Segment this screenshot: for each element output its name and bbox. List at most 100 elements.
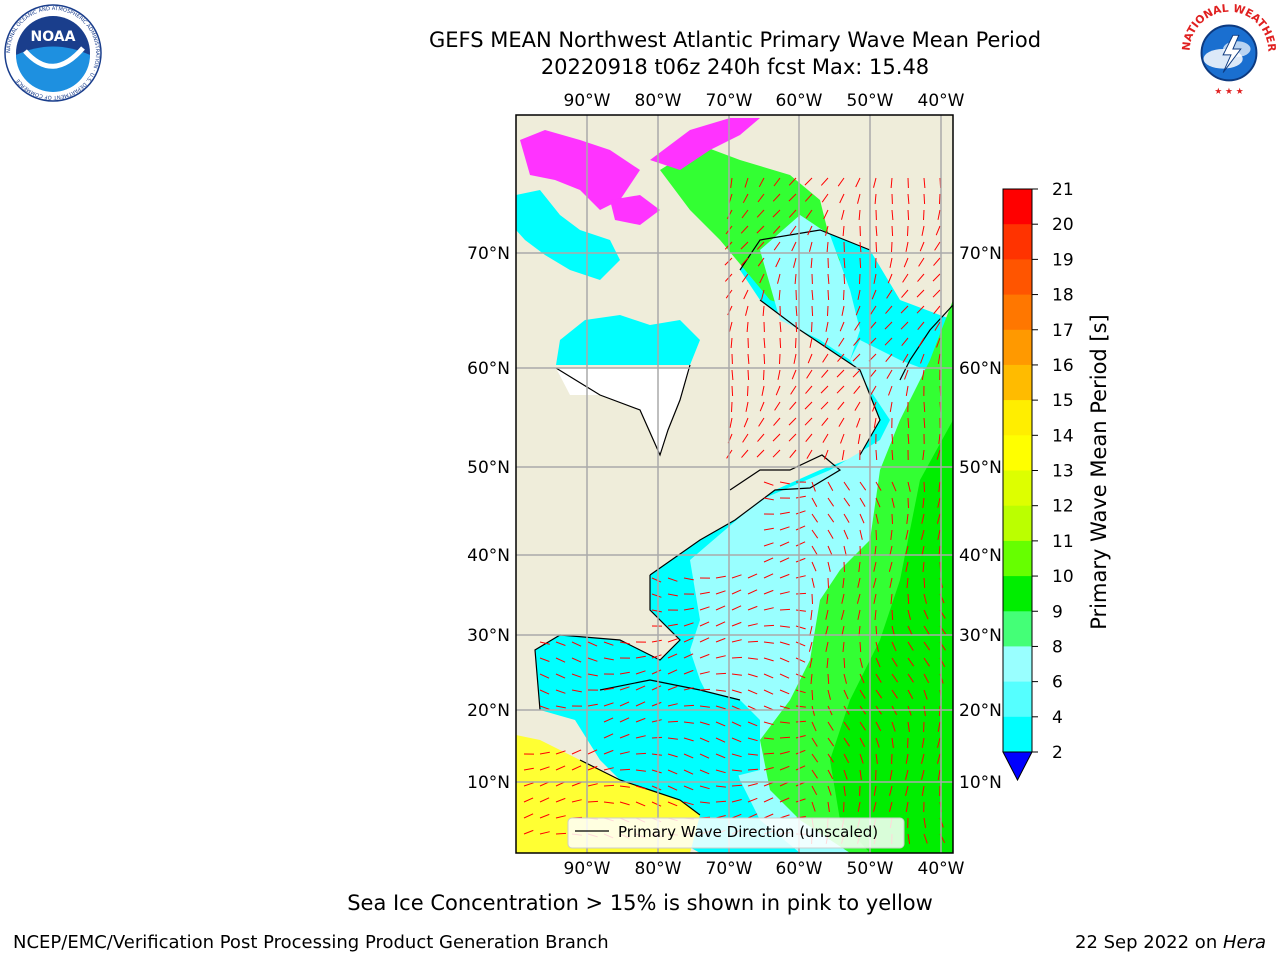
wave-arrow bbox=[795, 575, 806, 579]
wave-arrow bbox=[905, 241, 909, 252]
wave-arrow bbox=[841, 625, 845, 636]
wave-arrow bbox=[603, 784, 615, 787]
wave-arrow bbox=[763, 737, 774, 740]
wave-arrow bbox=[885, 305, 893, 314]
wave-arrow bbox=[667, 685, 678, 691]
wave-arrow bbox=[715, 575, 726, 579]
wave-arrow bbox=[539, 673, 550, 679]
wave-arrow bbox=[731, 769, 742, 772]
wave-arrow bbox=[889, 545, 893, 556]
wave-arrow bbox=[827, 577, 829, 589]
wave-arrow bbox=[857, 801, 861, 812]
wave-arrow bbox=[763, 673, 774, 679]
wave-arrow bbox=[651, 593, 662, 598]
wave-arrow bbox=[795, 609, 806, 612]
wave-arrow bbox=[923, 209, 925, 221]
lat-tick-right: 40°N bbox=[959, 546, 1002, 566]
wave-arrow bbox=[907, 593, 910, 605]
wave-arrow bbox=[875, 497, 881, 508]
wave-arrow bbox=[730, 337, 733, 349]
lat-tick-right: 10°N bbox=[959, 773, 1002, 793]
wave-arrow bbox=[890, 593, 893, 605]
wave-arrow bbox=[757, 257, 765, 267]
wave-arrow bbox=[873, 273, 877, 284]
wave-arrow bbox=[571, 689, 582, 693]
wave-arrow bbox=[742, 433, 749, 443]
wave-arrow bbox=[821, 369, 829, 378]
wave-arrow bbox=[811, 721, 817, 732]
wave-arrow bbox=[731, 589, 742, 595]
wave-arrow bbox=[811, 753, 819, 763]
wave-arrow bbox=[779, 557, 790, 563]
wave-arrow bbox=[539, 641, 550, 645]
wave-arrow bbox=[905, 561, 909, 572]
colorbar-segment bbox=[1003, 329, 1032, 366]
colorbar-segment bbox=[1003, 576, 1032, 612]
wave-arrow bbox=[902, 353, 909, 363]
wave-arrow bbox=[539, 657, 550, 662]
wave-arrow bbox=[809, 241, 813, 252]
lon-tick-bottom: 60°W bbox=[776, 859, 823, 879]
wave-arrow bbox=[923, 833, 928, 844]
legend-label: Primary Wave Direction (unscaled) bbox=[618, 823, 878, 841]
colorbar-tick-label: 14 bbox=[1052, 426, 1074, 446]
wave-arrow bbox=[811, 321, 813, 333]
wave-arrow bbox=[857, 193, 861, 204]
wave-arrow bbox=[875, 689, 883, 699]
wave-arrow bbox=[779, 673, 790, 679]
wave-arrow bbox=[843, 561, 845, 573]
lon-tick-bottom: 90°W bbox=[564, 859, 611, 879]
wave-arrow bbox=[789, 449, 797, 459]
nws-logo: NATIONAL WEATHER SERVICE ★ ★ ★ bbox=[1180, 2, 1278, 99]
wave-arrow bbox=[763, 624, 775, 627]
wave-arrow bbox=[523, 813, 534, 819]
arctic-islands-cyan bbox=[516, 190, 620, 280]
wave-arrow bbox=[683, 607, 694, 611]
wave-arrow bbox=[779, 641, 790, 646]
wave-arrow bbox=[921, 737, 925, 748]
wave-arrow bbox=[916, 289, 925, 298]
wave-arrow bbox=[810, 673, 813, 685]
wave-arrow bbox=[763, 797, 774, 803]
wave-arrow bbox=[772, 449, 781, 458]
wave-arrow bbox=[933, 305, 941, 315]
wave-arrow bbox=[683, 653, 694, 659]
wave-arrow bbox=[811, 801, 816, 812]
wave-arrow bbox=[891, 689, 898, 699]
wave-arrow bbox=[936, 337, 941, 348]
wave-arrow bbox=[539, 689, 550, 695]
wave-arrow bbox=[587, 800, 599, 803]
colorbar-tick-label: 6 bbox=[1052, 673, 1063, 693]
colorbar-label: Primary Wave Mean Period [s] bbox=[1087, 314, 1111, 630]
wave-arrow bbox=[763, 573, 774, 579]
wave-arrow bbox=[699, 753, 710, 759]
wave-arrow bbox=[811, 529, 819, 539]
wave-arrow bbox=[916, 305, 925, 314]
wave-arrow bbox=[740, 257, 749, 266]
wave-arrow bbox=[937, 497, 941, 508]
wave-arrow bbox=[747, 813, 758, 819]
wave-arrow bbox=[923, 817, 927, 828]
wave-arrow bbox=[810, 609, 813, 620]
wave-arrow bbox=[756, 449, 765, 458]
wave-arrow bbox=[683, 669, 694, 675]
wave-arrow bbox=[906, 577, 909, 589]
wave-arrow bbox=[779, 814, 790, 819]
wave-arrow bbox=[811, 705, 815, 716]
lat-tick-left: 20°N bbox=[467, 701, 510, 721]
lat-tick-left: 10°N bbox=[467, 773, 510, 793]
wave-arrow bbox=[667, 669, 678, 675]
wave-arrow bbox=[651, 639, 662, 643]
wave-arrow bbox=[555, 750, 566, 755]
wave-arrow bbox=[795, 798, 806, 803]
wave-arrow bbox=[884, 337, 893, 346]
wave-arrow bbox=[853, 385, 861, 395]
wave-arrow bbox=[747, 657, 758, 660]
wave-arrow bbox=[779, 591, 790, 595]
wave-arrow bbox=[843, 513, 850, 523]
wave-arrow bbox=[779, 736, 791, 739]
wave-arrow bbox=[555, 765, 566, 771]
wave-arrow bbox=[890, 177, 893, 189]
lat-tick-right: 50°N bbox=[959, 458, 1002, 478]
wave-arrow bbox=[827, 737, 835, 747]
